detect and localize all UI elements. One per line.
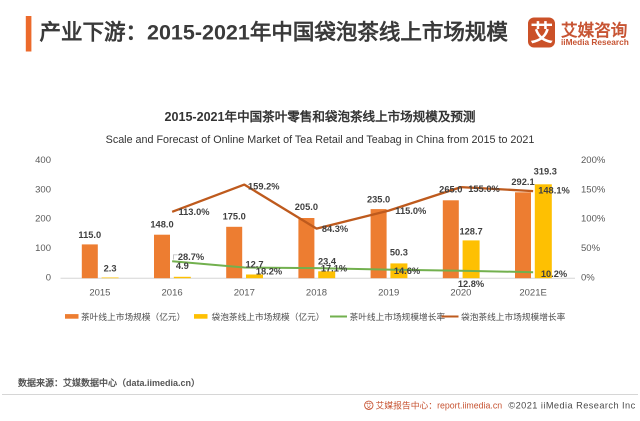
svg-text:128.7: 128.7 — [459, 226, 482, 236]
svg-text:175.0: 175.0 — [223, 211, 246, 221]
svg-text:150%: 150% — [581, 184, 606, 195]
svg-text:12.7: 12.7 — [245, 259, 263, 269]
svg-text:2021E: 2021E — [519, 288, 546, 299]
svg-text:17.1%: 17.1% — [321, 264, 348, 274]
svg-text:产业下游：2015-2021年中国袋泡茶线上市场规模: 产业下游：2015-2021年中国袋泡茶线上市场规模 — [40, 20, 509, 45]
svg-text:205.0: 205.0 — [295, 202, 318, 212]
svg-text:2018: 2018 — [306, 288, 327, 299]
svg-text:茶叶线上市场规模增长率: 茶叶线上市场规模增长率 — [350, 311, 446, 322]
svg-text:袋泡茶线上市场规模增长率: 袋泡茶线上市场规模增长率 — [461, 311, 566, 322]
svg-text:50.3: 50.3 — [390, 248, 408, 258]
svg-text:2016: 2016 — [162, 288, 183, 299]
svg-text:292.1: 292.1 — [511, 177, 534, 187]
svg-text:2017: 2017 — [234, 288, 255, 299]
svg-text:袋泡茶线上市场规模（亿元）: 袋泡茶线上市场规模（亿元） — [212, 311, 325, 322]
svg-text:18.2%: 18.2% — [256, 267, 283, 277]
svg-text:2019: 2019 — [378, 288, 399, 299]
svg-text:115.0%: 115.0% — [395, 206, 427, 216]
svg-text:400: 400 — [35, 155, 51, 166]
svg-text:319.3: 319.3 — [534, 167, 557, 177]
svg-text:23.4: 23.4 — [318, 257, 337, 267]
svg-text:数据来源：艾媒数据中心（data.iimedia.cn）: 数据来源：艾媒数据中心（data.iimedia.cn） — [18, 377, 200, 388]
svg-text:200: 200 — [35, 214, 51, 225]
svg-text:艾媒报告中心：report.iimedia.cn: 艾媒报告中心：report.iimedia.cn — [376, 400, 503, 411]
svg-text:265.0: 265.0 — [439, 185, 462, 195]
svg-text:0%: 0% — [581, 273, 595, 284]
svg-text:148.0: 148.0 — [150, 220, 173, 230]
svg-text:2015: 2015 — [89, 288, 110, 299]
svg-text:84.3%: 84.3% — [322, 224, 349, 234]
svg-text:100%: 100% — [581, 214, 606, 225]
svg-text:50%: 50% — [581, 243, 601, 254]
svg-text:10.2%: 10.2% — [541, 269, 568, 279]
svg-text:iiMedia Research: iiMedia Research — [561, 37, 629, 47]
svg-text:艾: 艾 — [366, 402, 373, 410]
svg-text:艾: 艾 — [531, 21, 554, 46]
svg-text:2015-2021年中国茶叶零售和袋泡茶线上市场规模及预测: 2015-2021年中国茶叶零售和袋泡茶线上市场规模及预测 — [165, 109, 476, 124]
svg-text:2.3: 2.3 — [104, 263, 117, 273]
svg-text:28.7%: 28.7% — [178, 252, 205, 262]
svg-text:艾媒咨询: 艾媒咨询 — [561, 20, 627, 40]
svg-text:159.2%: 159.2% — [248, 181, 280, 191]
svg-text:155.0%: 155.0% — [468, 184, 500, 194]
svg-text:300: 300 — [35, 184, 51, 195]
svg-text:100: 100 — [35, 243, 51, 254]
svg-text:115.0: 115.0 — [78, 230, 101, 240]
svg-text:©2021 iiMedia Research Inc: ©2021 iiMedia Research Inc — [508, 401, 635, 411]
svg-text:0: 0 — [46, 273, 51, 284]
svg-text:茶叶线上市场规模（亿元）: 茶叶线上市场规模（亿元） — [81, 311, 185, 322]
svg-text:14.6%: 14.6% — [394, 266, 421, 276]
svg-text:235.0: 235.0 — [367, 194, 390, 204]
svg-text:2020: 2020 — [450, 288, 471, 299]
svg-text:4.9: 4.9 — [176, 261, 189, 271]
svg-text:148.1%: 148.1% — [538, 186, 570, 196]
svg-text:12.8%: 12.8% — [458, 279, 485, 289]
svg-text:113.0%: 113.0% — [178, 207, 210, 217]
svg-text:200%: 200% — [581, 155, 606, 166]
svg-text:Scale and Forecast of Online M: Scale and Forecast of Online Market of T… — [106, 134, 535, 146]
